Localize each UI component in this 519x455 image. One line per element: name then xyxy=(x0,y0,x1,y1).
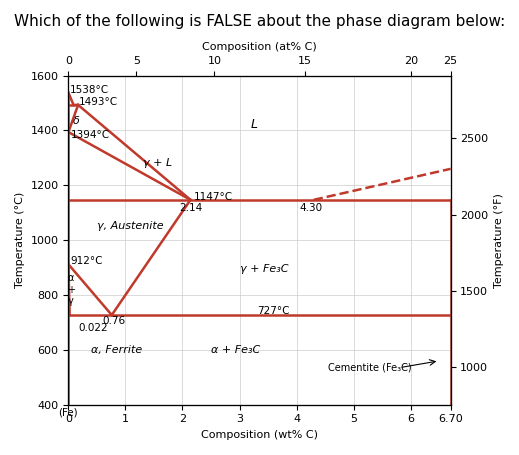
Y-axis label: Temperature (°C): Temperature (°C) xyxy=(15,192,25,288)
Text: 912°C: 912°C xyxy=(70,256,103,266)
Text: 4.30: 4.30 xyxy=(299,203,322,213)
Text: γ, Austenite: γ, Austenite xyxy=(97,222,163,232)
Text: γ + Fe₃C: γ + Fe₃C xyxy=(240,264,288,274)
Text: 1538°C: 1538°C xyxy=(70,85,108,95)
Text: 1493°C: 1493°C xyxy=(79,96,118,106)
Text: 727°C: 727°C xyxy=(257,307,289,317)
Text: α, Ferrite: α, Ferrite xyxy=(91,345,143,355)
Text: Which of the following is FALSE about the phase diagram below:: Which of the following is FALSE about th… xyxy=(14,14,505,29)
Text: 1394°C: 1394°C xyxy=(71,130,111,140)
Text: 1147°C: 1147°C xyxy=(194,192,233,202)
X-axis label: Composition (wt% C): Composition (wt% C) xyxy=(201,430,318,440)
Text: 2.14: 2.14 xyxy=(180,203,203,213)
Text: L: L xyxy=(251,118,258,131)
Text: α + Fe₃C: α + Fe₃C xyxy=(211,345,260,355)
Text: 0.022: 0.022 xyxy=(79,324,108,334)
Text: (Fe): (Fe) xyxy=(59,408,78,418)
X-axis label: Composition (at% C): Composition (at% C) xyxy=(202,42,317,52)
Text: δ: δ xyxy=(73,116,80,126)
Text: 0.76: 0.76 xyxy=(103,316,126,326)
Text: Cementite (Fe₃C): Cementite (Fe₃C) xyxy=(328,363,412,373)
Text: γ + L: γ + L xyxy=(143,158,172,168)
Text: α
+
γ: α + γ xyxy=(66,273,75,306)
Y-axis label: Temperature (°F): Temperature (°F) xyxy=(494,193,504,288)
